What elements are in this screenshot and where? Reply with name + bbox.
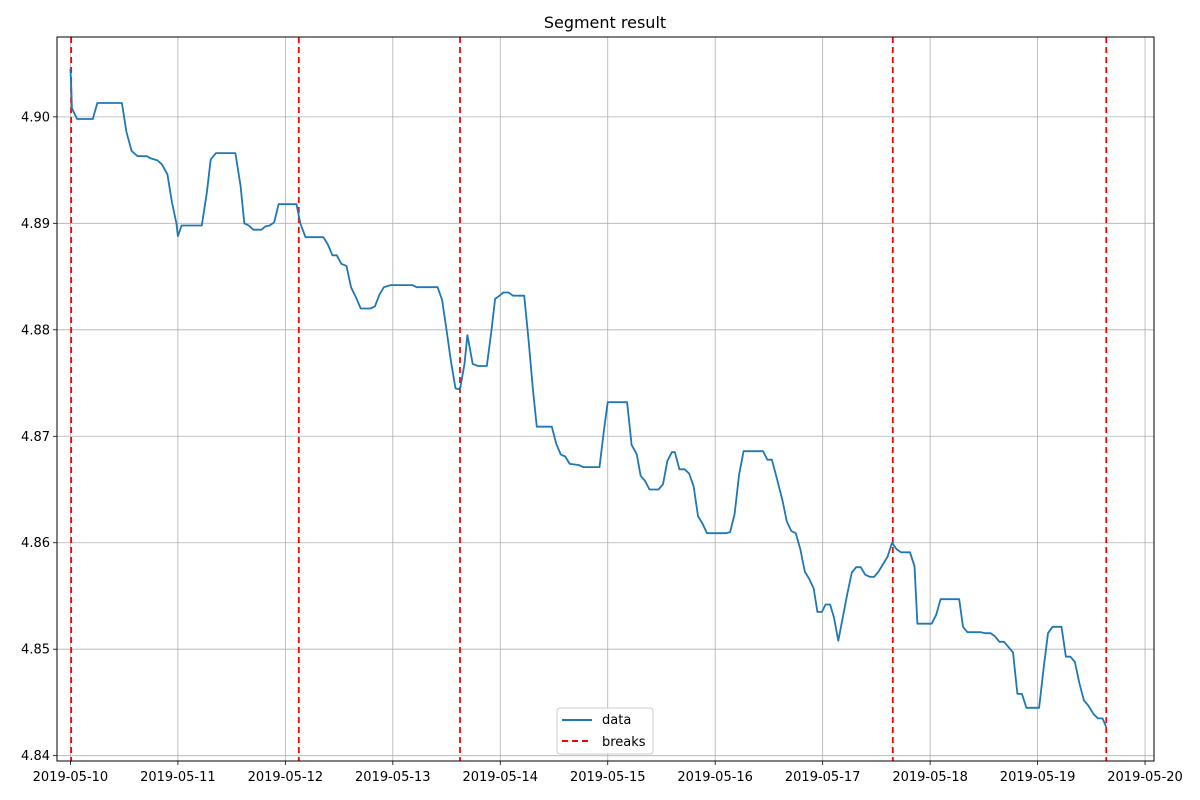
x-tick-label: 2019-05-16: [677, 770, 753, 785]
legend-data-label: data: [602, 713, 631, 728]
y-axis-ticks: 4.84 4.85 4.86 4.87 4.88 4.89 4.90: [21, 110, 57, 764]
data-line: [69, 68, 1108, 728]
y-tick-label: 4.86: [21, 536, 50, 551]
x-tick-label: 2019-05-20: [1107, 770, 1183, 785]
data-series: [69, 68, 1108, 728]
y-tick-label: 4.89: [21, 217, 50, 232]
break-lines: [70, 37, 1108, 761]
y-tick-label: 4.84: [21, 749, 50, 764]
x-tick-label: 2019-05-17: [785, 770, 861, 785]
x-tick-label: 2019-05-15: [570, 770, 646, 785]
y-tick-label: 4.88: [21, 323, 50, 338]
y-tick-label: 4.85: [21, 643, 50, 658]
x-tick-label: 2019-05-19: [1000, 770, 1076, 785]
grid-lines: [57, 37, 1154, 761]
x-tick-label: 2019-05-10: [33, 770, 109, 785]
y-tick-label: 4.87: [21, 430, 50, 445]
y-tick-label: 4.90: [21, 110, 50, 125]
x-tick-label: 2019-05-13: [355, 770, 431, 785]
x-tick-label: 2019-05-11: [140, 770, 216, 785]
legend-breaks-label: breaks: [602, 735, 646, 750]
x-tick-label: 2019-05-14: [462, 770, 538, 785]
plot-frame: [56, 36, 1155, 762]
chart-title: Segment result: [544, 13, 666, 32]
x-tick-label: 2019-05-18: [892, 770, 968, 785]
x-axis-ticks: 2019-05-10 2019-05-11 2019-05-12 2019-05-13…: [33, 761, 1183, 785]
x-tick-label: 2019-05-12: [248, 770, 324, 785]
legend: data breaks: [556, 707, 654, 755]
